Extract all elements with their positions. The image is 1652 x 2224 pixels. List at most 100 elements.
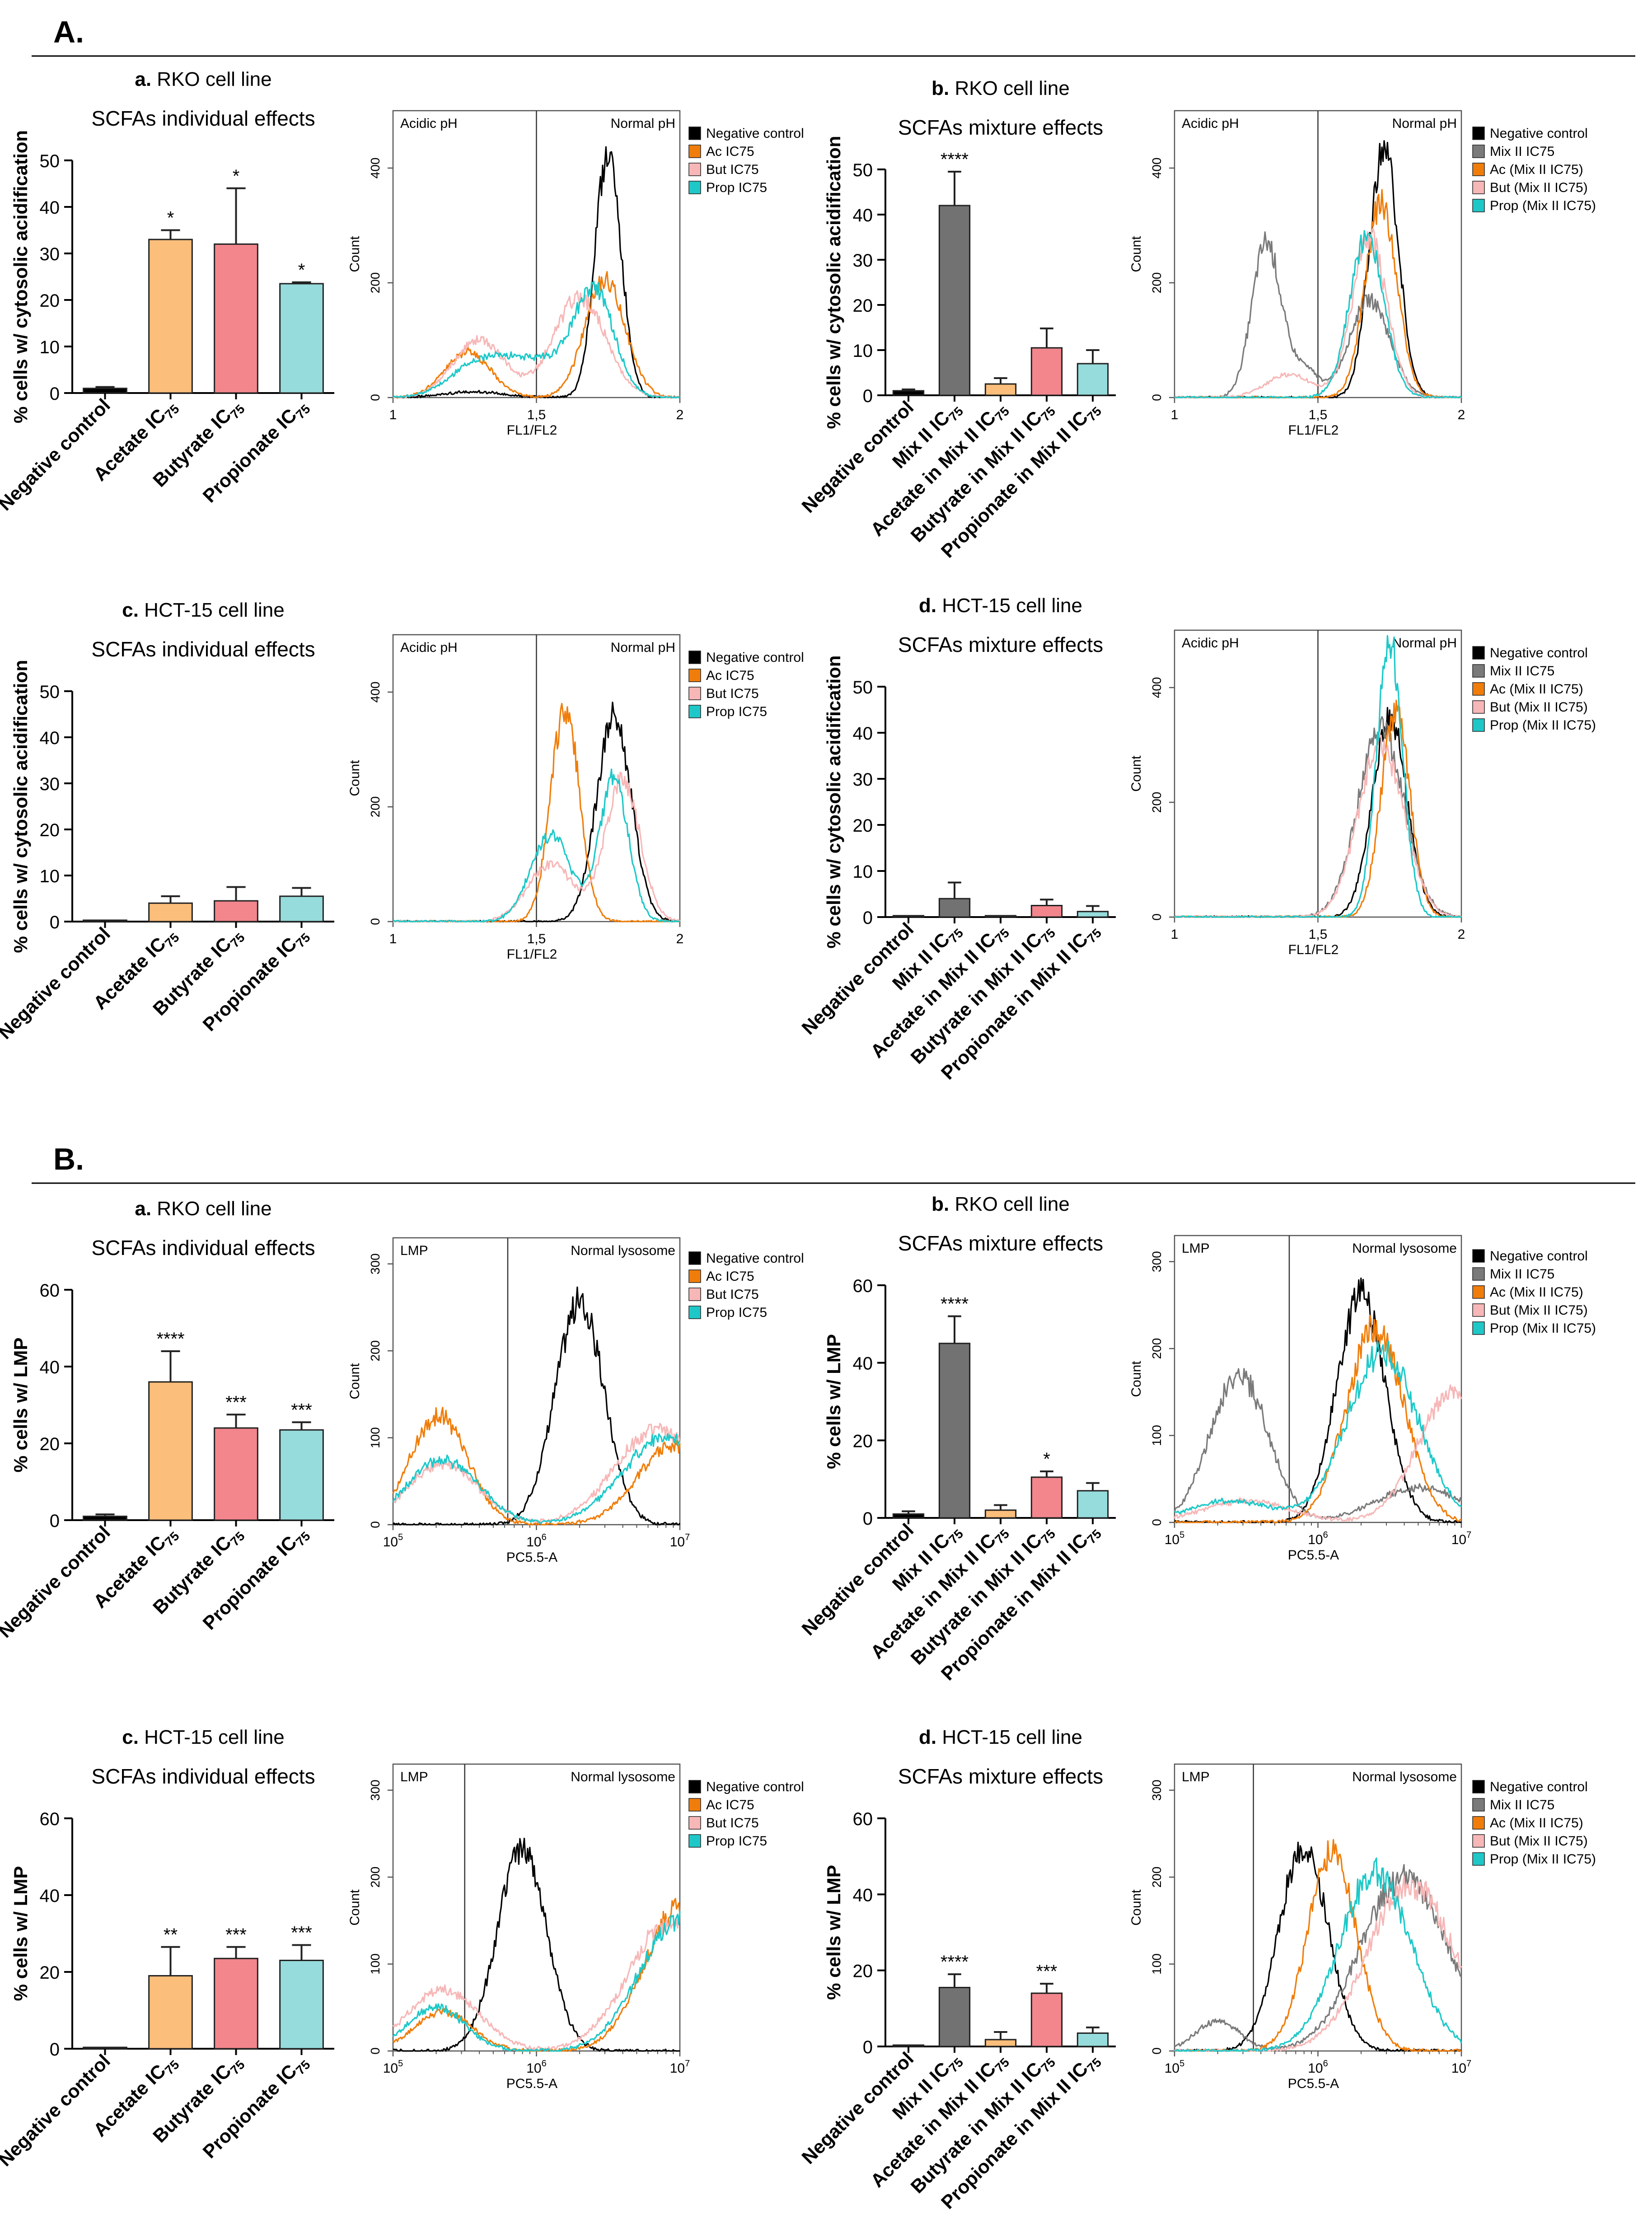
histogram-A-b-hist: Acidic pH Normal pH 0 200 400 Count 1 1,5 2 FL1/F…	[1129, 110, 1596, 438]
y-tick-label: 30	[40, 774, 60, 794]
legend-swatch-2	[688, 1816, 701, 1830]
significance-3: ***	[1036, 1962, 1058, 1981]
x-tick-base: 10	[1451, 2061, 1466, 2076]
gate-left-label: LMP	[1182, 1241, 1210, 1256]
x-tick-label: 1,5	[1309, 927, 1328, 942]
significance-1: ****	[941, 1294, 969, 1314]
x-tick-base: 10	[383, 2061, 398, 2076]
y-tick-label: 20	[40, 1434, 60, 1454]
panel-subtitle: SCFAs individual effects	[91, 1765, 315, 1788]
y-axis-label: Count	[347, 1363, 362, 1400]
panel-letter: a.	[135, 68, 151, 90]
legend-entry-1: Ac IC75	[706, 1798, 754, 1812]
bar-1	[148, 1975, 193, 2050]
bar-1	[938, 1343, 971, 1519]
x-tick-base: 10	[1451, 1532, 1466, 1547]
plot-frame	[1174, 1763, 1462, 2052]
legend-swatch-0	[688, 651, 701, 664]
y-axis-label: % cells w/ cytosolic acidification	[823, 136, 844, 429]
bar-0	[83, 2046, 127, 2050]
legend-swatch-4	[1472, 1852, 1485, 1866]
y-tick-label: 0	[50, 913, 60, 932]
significance-1: ****	[156, 1329, 184, 1349]
x-tick-base: 1,5	[1309, 927, 1328, 942]
y-tick-label: 400	[368, 682, 382, 703]
legend-entry-0: Negative control	[706, 126, 804, 141]
legend-swatch-1	[688, 1269, 701, 1283]
significance-3: *	[1043, 1449, 1050, 1469]
legend-swatch-0	[688, 126, 701, 140]
y-axis-label: % cells w/ cytosolic acidification	[823, 655, 844, 949]
x-tick-label: 1	[389, 407, 397, 422]
y-tick-label: 50	[853, 678, 873, 698]
series-line-1	[392, 1407, 681, 1526]
y-tick-label: 0	[1150, 2047, 1164, 2055]
y-tick-label: 200	[1150, 792, 1164, 813]
x-tick-exponent: 7	[685, 1532, 690, 1542]
x-axis-label: FL1/FL2	[507, 947, 557, 962]
x-tick-label: 1	[1171, 927, 1179, 942]
series-line-2	[393, 290, 681, 398]
legend-entry-0: Negative control	[706, 1251, 804, 1266]
y-tick-label: 50	[853, 160, 873, 180]
significance-3: ***	[291, 1400, 312, 1420]
legend-entry-1: Mix II IC75	[1490, 144, 1554, 159]
legend-swatch-1	[1472, 145, 1485, 158]
y-axis-label: Count	[1129, 236, 1144, 272]
y-tick-label: 30	[40, 244, 60, 264]
x-tick-label: 2	[1458, 927, 1465, 942]
y-tick-label: 20	[40, 291, 60, 311]
series-line-3	[1174, 1875, 1462, 2052]
series-line-2	[392, 1919, 680, 2051]
legend-swatch-3	[1472, 1834, 1485, 1848]
legend-entry-0: Negative control	[1490, 1249, 1588, 1264]
bar-3	[279, 1960, 324, 2050]
y-tick-label: 40	[40, 1358, 60, 1377]
y-tick-label: 0	[368, 394, 382, 401]
bar-0	[83, 1516, 127, 1521]
y-tick-label: 0	[50, 384, 60, 404]
series-line-3	[392, 281, 681, 398]
gate-left-label: Acidic pH	[400, 116, 458, 131]
y-tick-label: 20	[40, 820, 60, 840]
bar-3	[1030, 1992, 1063, 2047]
cell-line: HCT-15 cell line	[139, 599, 285, 621]
section-B-label: B.	[53, 1142, 84, 1176]
x-tick-exponent: 5	[398, 1532, 403, 1542]
series-line-4	[1174, 635, 1461, 918]
x-tick-label: 1	[389, 932, 397, 946]
y-tick-label: 400	[1150, 158, 1164, 179]
panel-letter: c.	[122, 1726, 139, 1748]
legend-entry-2: Ac (Mix II IC75)	[1490, 1285, 1583, 1300]
legend-swatch-3	[688, 1834, 701, 1848]
bar-1	[938, 1987, 971, 2047]
bar-1	[938, 205, 971, 396]
significance-1: ****	[941, 150, 969, 169]
legend-entry-0: Negative control	[706, 650, 804, 665]
gate-left-label: Acidic pH	[1182, 636, 1239, 651]
x-tick-label: 1	[1171, 407, 1179, 422]
panel-subtitle: SCFAs mixture effects	[898, 116, 1103, 139]
y-tick-label: 30	[853, 251, 873, 271]
y-tick-label: 200	[1150, 1338, 1164, 1359]
bar-0	[892, 390, 925, 396]
series-line-0	[393, 1837, 680, 2052]
series-line-3	[1174, 228, 1462, 398]
category-name: Negative control	[0, 2050, 114, 2170]
panel-title: c. HCT-15 cell line	[122, 1726, 284, 1748]
y-tick-label: 100	[1150, 1953, 1164, 1975]
bar-chart-A-b: b. RKO cell line SCFAs mixture effects 0 10…	[797, 77, 1116, 562]
x-tick-base: 2	[676, 407, 684, 422]
x-tick-exponent: 6	[542, 1532, 547, 1542]
x-tick-base: 1,5	[527, 932, 546, 946]
legend-entry-4: Prop (Mix II IC75)	[1490, 1321, 1596, 1336]
y-tick-label: 20	[40, 1963, 60, 1983]
legend-swatch-0	[1472, 646, 1485, 660]
gate-left-label: LMP	[400, 1770, 428, 1784]
bar-1	[148, 1381, 193, 1521]
y-tick-label: 10	[853, 862, 873, 882]
gate-right-label: Normal lysosome	[1352, 1241, 1457, 1256]
y-tick-label: 0	[863, 386, 873, 406]
legend-swatch-3	[688, 705, 701, 718]
